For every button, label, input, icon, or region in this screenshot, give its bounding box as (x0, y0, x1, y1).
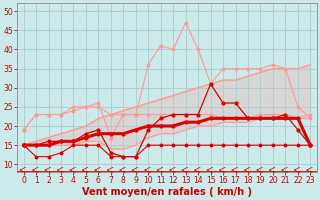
X-axis label: Vent moyen/en rafales ( km/h ): Vent moyen/en rafales ( km/h ) (82, 187, 252, 197)
